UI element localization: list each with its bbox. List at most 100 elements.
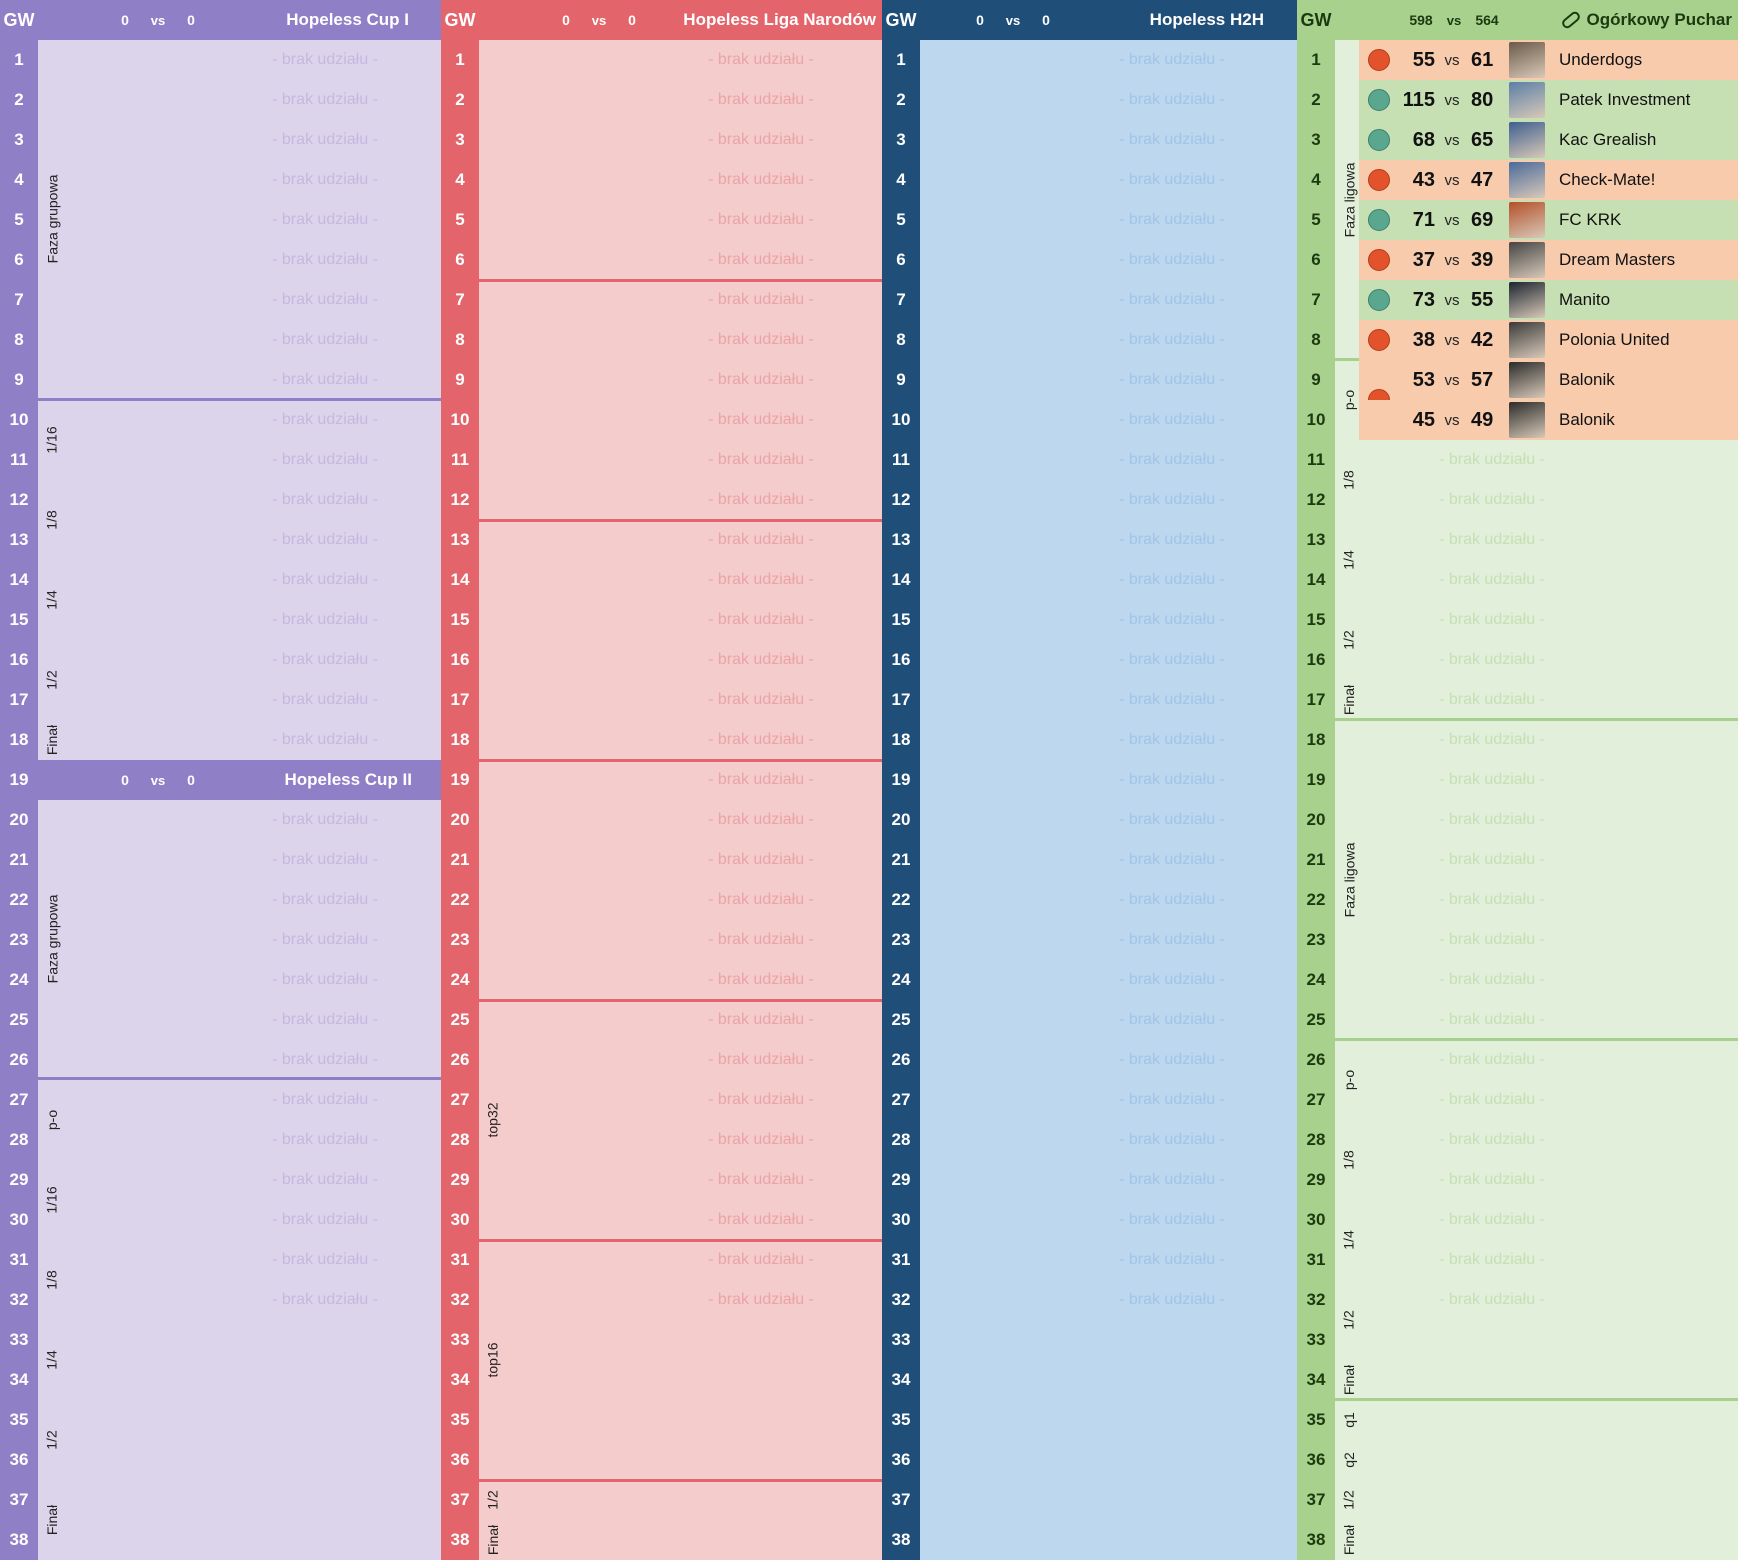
gw-number: 14 [1306, 570, 1326, 589]
my-score: 71 [1412, 208, 1435, 231]
gw-number: 21 [450, 850, 470, 869]
h2h-title: Hopeless H2H [1149, 10, 1264, 29]
gw-number: 13 [891, 530, 911, 549]
gw-number: 7 [896, 290, 906, 309]
brak-udzialu-text: - brak udziału - [272, 651, 378, 668]
gw-number: 19 [1306, 770, 1326, 789]
brak-udzialu-text: - brak udziału - [272, 891, 378, 908]
brak-udzialu-text: - brak udziału - [708, 411, 814, 428]
gw-number: 13 [9, 530, 29, 549]
brak-udzialu-text: - brak udziału - [272, 1091, 378, 1108]
gw-number: 20 [891, 810, 911, 829]
brak-udzialu-text: - brak udziału - [272, 811, 378, 828]
phase-label: Faza grupowa [44, 894, 60, 983]
team-name: FC KRK [1559, 210, 1622, 229]
gw-number: 19 [9, 770, 29, 789]
cup1-score-b: 0 [187, 12, 195, 28]
gw-number: 33 [450, 1330, 470, 1349]
brak-udzialu-text: - brak udziału - [1119, 1011, 1225, 1028]
cup2-score-a: 0 [121, 772, 129, 788]
phase-label: q1 [1340, 1412, 1357, 1428]
h2h-score-a: 0 [976, 12, 984, 28]
panel-ogorkowy-puchar: 1 2 3 4 5 6 7 8 9 10 11 12 13 14 15 16 17 18 19 20 21 22 23 24 2… [1297, 0, 1738, 1560]
opponent-score: 39 [1471, 248, 1494, 271]
cup2-vs: vs [150, 772, 166, 788]
match-row: 55 vs 61 Underdogs [1359, 40, 1738, 80]
gw-number: 28 [9, 1130, 29, 1149]
gw-number: 13 [1306, 530, 1326, 549]
brak-udzialu-text: - brak udziału - [1119, 1211, 1225, 1228]
brak-udzialu-text: - brak udziału - [272, 251, 378, 268]
liga-score-a: 0 [562, 12, 570, 28]
phase-label: top32 [485, 1102, 502, 1138]
brak-udzialu-text: - brak udziału - [1119, 1131, 1225, 1148]
phase-separator [479, 759, 882, 762]
pickle-icon [1559, 9, 1582, 31]
brak-udzialu-text: - brak udziału - [272, 411, 378, 428]
brak-udzialu-text: - brak udziału - [1119, 491, 1225, 508]
team-name: Dream Masters [1559, 250, 1676, 269]
brak-udzialu-text: - brak udziału - [272, 1291, 378, 1308]
gw-number: 32 [891, 1290, 911, 1309]
gw-number: 38 [450, 1530, 470, 1549]
gw-number: 20 [450, 810, 470, 829]
brak-udzialu-text: - brak udziału - [1439, 771, 1545, 788]
brak-udzialu-text: - brak udziału - [708, 971, 814, 988]
phase-label: 1/2 [1341, 1490, 1357, 1510]
brak-udzialu-text: - brak udziału - [708, 531, 814, 548]
brak-udzialu-text: - brak udziału - [272, 131, 378, 148]
gw-number: 5 [455, 210, 465, 229]
brak-udzialu-text: - brak udziału - [708, 931, 814, 948]
brak-udzialu-text: - brak udziału - [272, 1211, 378, 1228]
cup1-title: Hopeless Cup I [286, 10, 409, 29]
brak-udzialu-text: - brak udziału - [1119, 91, 1225, 108]
vs-label: vs [1444, 251, 1460, 269]
team-name: Balonik [1559, 410, 1615, 429]
gw-number: 28 [1306, 1130, 1326, 1149]
phase-separator [1335, 718, 1738, 721]
brak-udzialu-text: - brak udziału - [1439, 531, 1545, 548]
gw-number: 18 [9, 730, 29, 749]
opponent-score: 42 [1471, 328, 1494, 351]
gw-number: 25 [9, 1010, 29, 1029]
panel-hopeless-cup: 1 2 3 4 5 6 7 8 9 10 11 12 13 14 15 16 17 18 19 20 21 22 23 24 2… [0, 0, 441, 1560]
gw-number: 3 [455, 130, 465, 149]
gw-number: 24 [891, 970, 911, 989]
brak-udzialu-text: - brak udziału - [1119, 171, 1225, 188]
brak-udzialu-text: - brak udziału - [272, 291, 378, 308]
team-avatar [1509, 242, 1545, 278]
gw-number: 5 [14, 210, 24, 229]
gw-number: 23 [1306, 930, 1326, 949]
brak-udzialu-text: - brak udziału - [272, 971, 378, 988]
gw-number: 9 [14, 370, 24, 389]
cup2-body [38, 800, 441, 1560]
gw-number: 24 [1306, 970, 1326, 989]
gw-number: 21 [1306, 850, 1326, 869]
gw-number: 5 [1311, 210, 1321, 229]
header-cup-1: GW 0 vs 0 Hopeless Cup I [0, 0, 441, 40]
brak-udzialu-text: - brak udziału - [708, 211, 814, 228]
my-score: 73 [1412, 288, 1435, 311]
vs-label: vs [1444, 211, 1460, 229]
phase-label: p-o [1340, 1069, 1357, 1091]
liga-score-b: 0 [628, 12, 636, 28]
header-h2h: GW 0 vs 0 Hopeless H2H [882, 0, 1297, 40]
brak-udzialu-text: - brak udziału - [708, 1171, 814, 1188]
phase-label: 1/4 [1341, 550, 1357, 570]
gw-number: 35 [9, 1410, 29, 1429]
gw-number: 3 [14, 130, 24, 149]
gw-number: 12 [891, 490, 911, 509]
brak-udzialu-text: - brak udziału - [1439, 891, 1545, 908]
phase-separator [479, 279, 882, 282]
gw-number: 30 [891, 1210, 911, 1229]
team-name: Manito [1559, 290, 1611, 309]
gw-number: 29 [891, 1170, 911, 1189]
gw-number: 29 [450, 1170, 470, 1189]
gw-number: 15 [9, 610, 29, 629]
brak-udzialu-text: - brak udziału - [1439, 1291, 1545, 1308]
gw-number: 3 [896, 130, 906, 149]
match-row: 38 vs 42 Polonia United [1359, 320, 1738, 360]
gw-number: 36 [9, 1450, 29, 1469]
brak-udzialu-text: - brak udziału - [708, 811, 814, 828]
gw-number: 20 [1306, 810, 1326, 829]
